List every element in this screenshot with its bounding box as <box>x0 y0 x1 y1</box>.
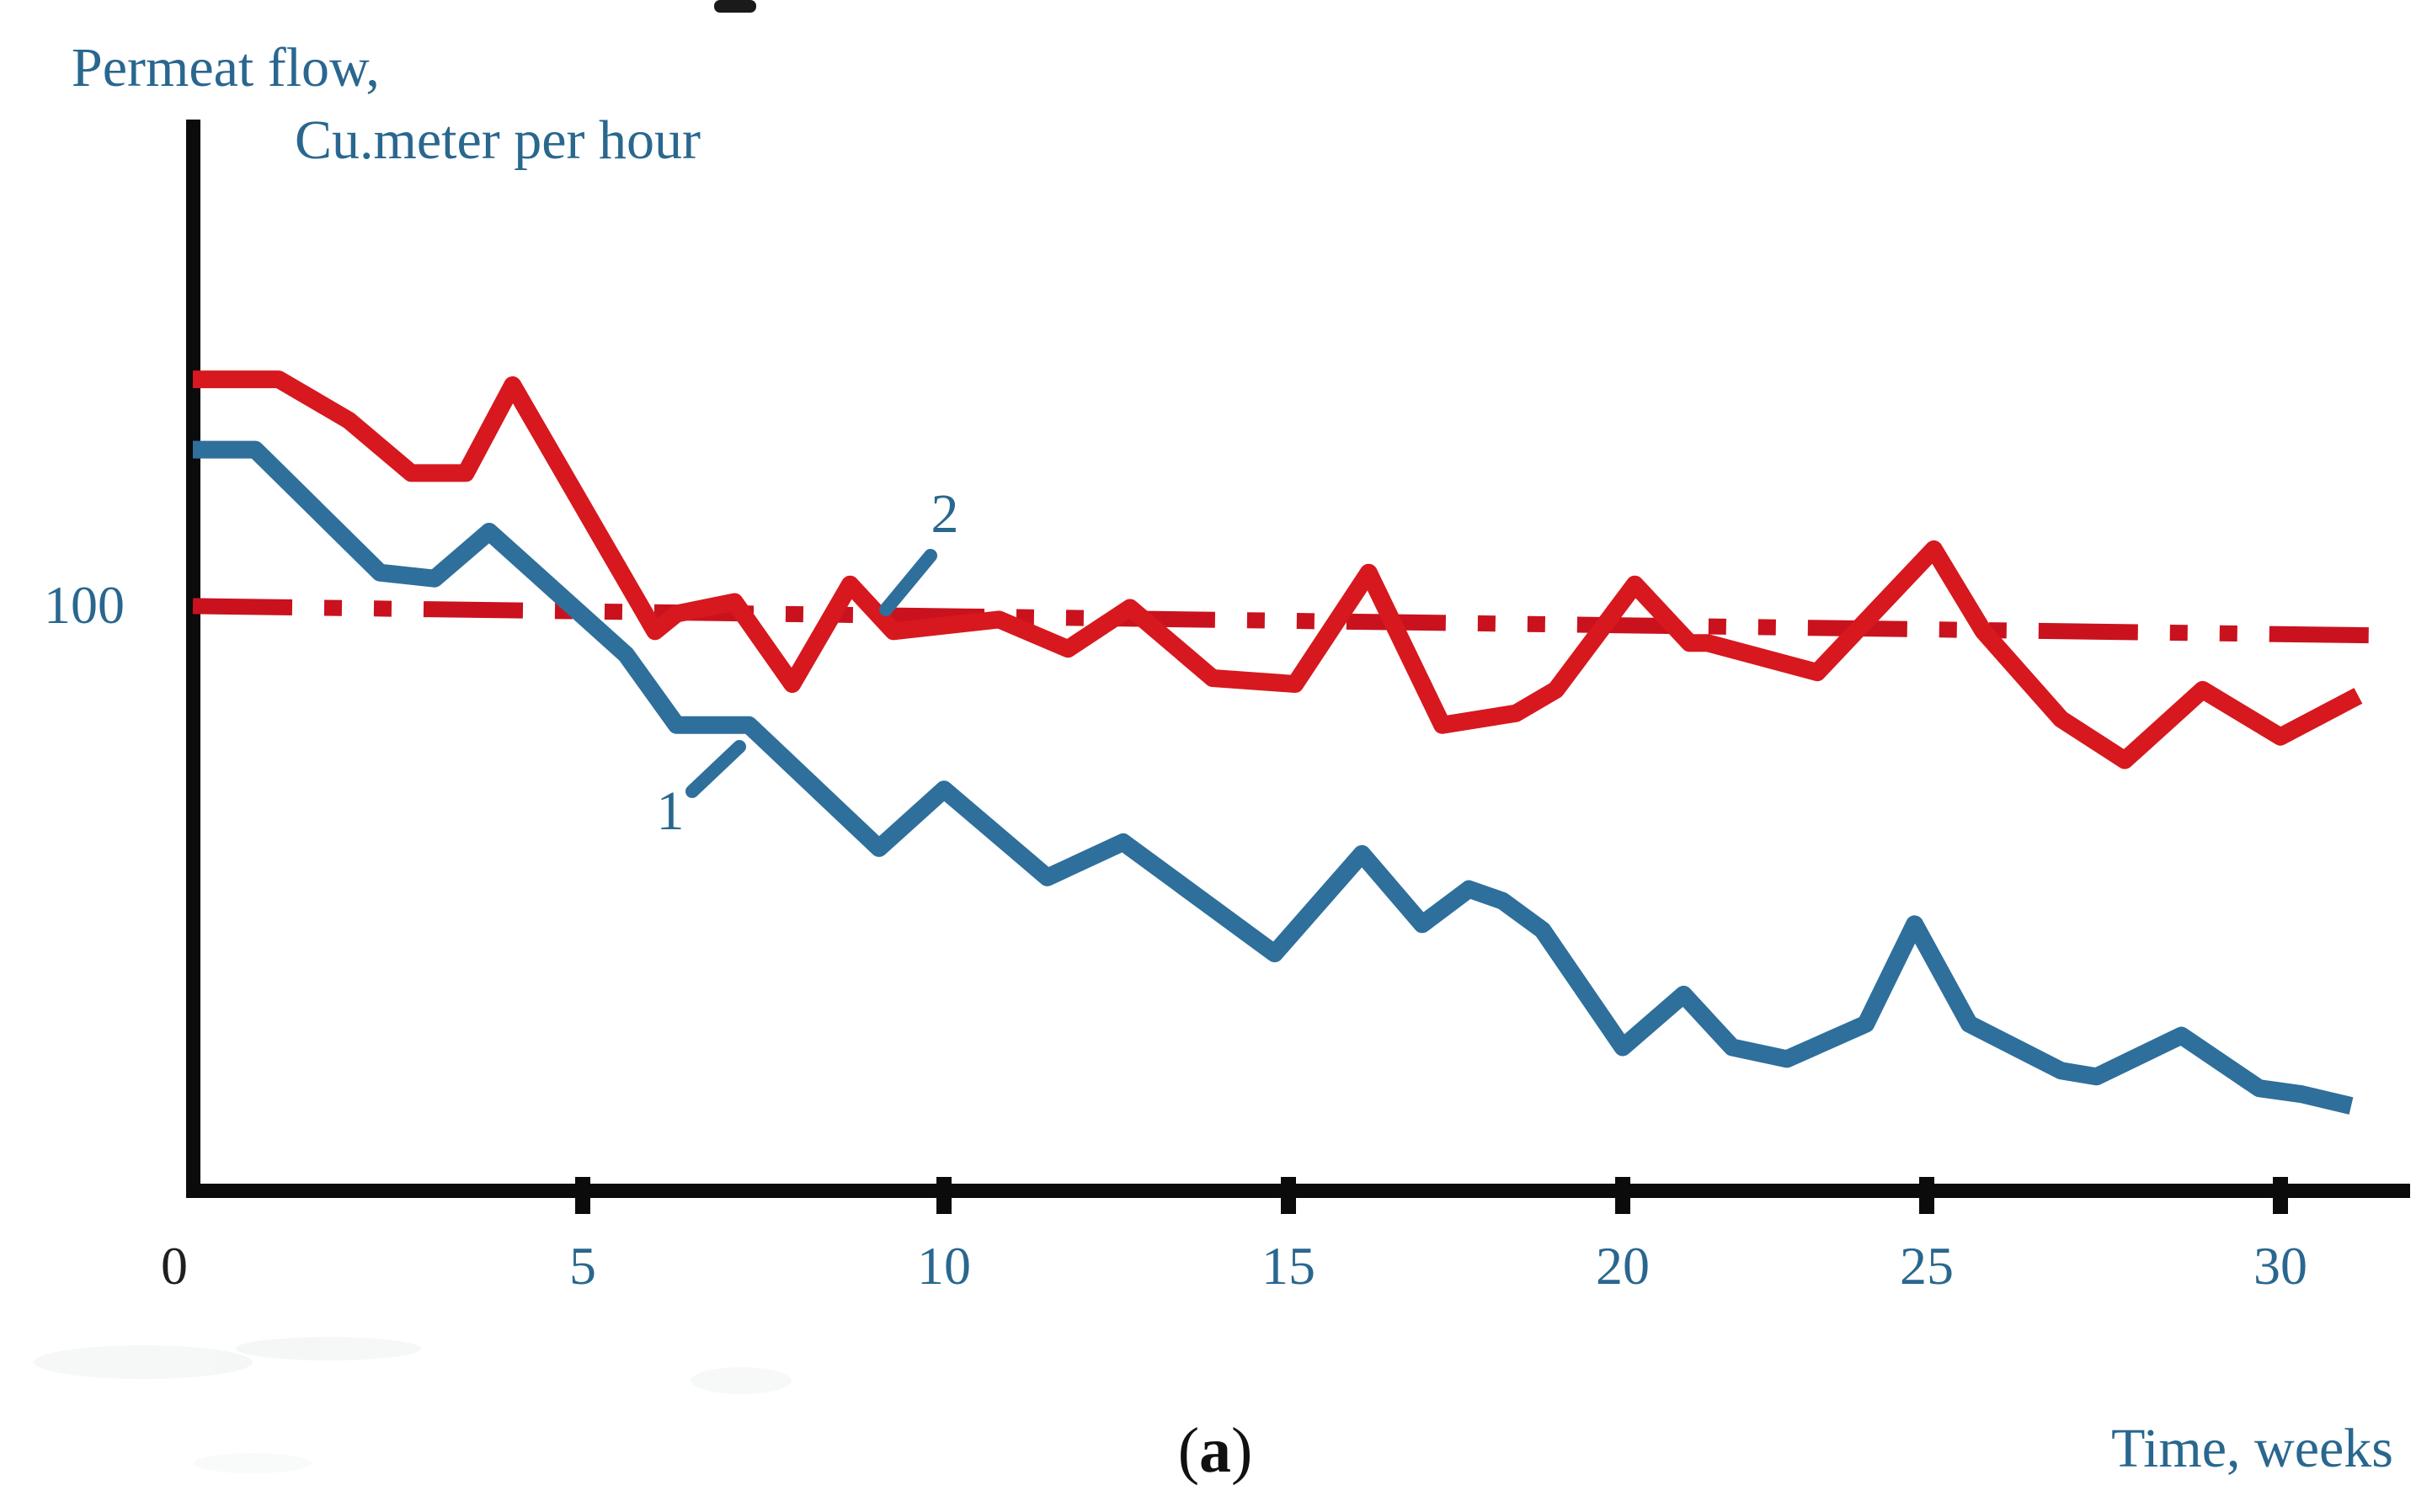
reference-dash-line <box>192 598 2373 644</box>
curve-1-line <box>193 440 2354 1115</box>
x-axis-ticks <box>575 1177 2288 1214</box>
y-axis-title-line2: Cu.meter per hour <box>295 109 701 171</box>
curve-2-line <box>193 370 2363 769</box>
curve-2-leader-dash <box>879 549 937 616</box>
x-axis-line <box>186 1184 2410 1198</box>
x-tick-week-20 <box>1615 1177 1630 1214</box>
y-axis-title-line1: Permeat flow, <box>72 37 380 98</box>
x-tick-week-15 <box>1281 1177 1296 1214</box>
x-axis-label: Time, weeks <box>2111 1418 2393 1479</box>
x-tick-label-20: 20 <box>1596 1236 1650 1296</box>
caption-close-paren: ) <box>1231 1415 1252 1486</box>
x-tick-week-5 <box>575 1177 590 1214</box>
reference-line-100 <box>192 598 2373 644</box>
y-tick-label-100: 100 <box>44 575 125 635</box>
x-tick-week-30 <box>2273 1177 2288 1214</box>
y-axis-line <box>186 120 200 1197</box>
curve-2-number-label: 2 <box>931 483 959 545</box>
curve-annotations: 12 <box>657 483 959 842</box>
x-tick-label-30: 30 <box>2253 1236 2307 1296</box>
scan-smudges <box>34 1337 792 1473</box>
x-tick-week-25 <box>1919 1177 1934 1214</box>
subfigure-caption: (a) <box>1178 1415 1253 1486</box>
x-tick-label-10: 10 <box>917 1236 971 1296</box>
curve-1-leader-dash <box>685 740 746 798</box>
x-tick-label-5: 5 <box>569 1236 596 1296</box>
x-tick-label-15: 15 <box>1261 1236 1315 1296</box>
caption-letter: a <box>1199 1415 1231 1486</box>
x-tick-label-0: 0 <box>161 1236 188 1296</box>
data-series <box>193 370 2363 1115</box>
curve-1-number-label: 1 <box>657 780 685 842</box>
scan-artifact <box>714 0 756 13</box>
x-axis-tick-labels: 0 5 10 15 20 25 30 <box>161 1236 2307 1296</box>
x-tick-label-25: 25 <box>1900 1236 1954 1296</box>
x-tick-week-10 <box>936 1177 952 1214</box>
caption-open-paren: ( <box>1178 1415 1199 1486</box>
